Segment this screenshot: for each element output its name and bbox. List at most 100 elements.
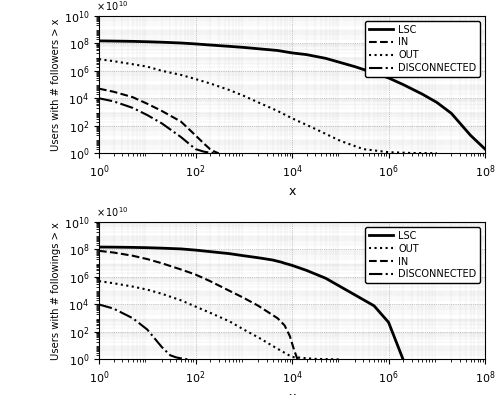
DISCONNECTED — [145, 327, 150, 332]
LSC — [371, 303, 377, 308]
Text: $\times\,10^{10}$: $\times\,10^{10}$ — [96, 205, 129, 219]
DISCONNECTED — [96, 96, 102, 101]
LSC — [338, 284, 344, 289]
OUT — [289, 355, 295, 359]
LSC — [226, 44, 232, 49]
Legend: LSC, IN, OUT, DISCONNECTED: LSC, IN, OUT, DISCONNECTED — [365, 21, 480, 77]
LSC — [207, 43, 213, 47]
OUT — [130, 284, 136, 289]
LSC — [278, 260, 284, 265]
OUT — [386, 150, 392, 154]
LSC — [255, 46, 261, 51]
Legend: LSC, OUT, IN, DISCONNECTED: LSC, OUT, IN, DISCONNECTED — [365, 227, 480, 283]
OUT — [275, 109, 281, 113]
LSC — [275, 48, 281, 53]
IN — [130, 95, 136, 100]
IN — [193, 133, 198, 138]
LSC — [352, 64, 358, 69]
LSC — [159, 40, 165, 45]
LSC — [434, 100, 440, 105]
IN — [212, 149, 218, 154]
DISCONNECTED — [207, 150, 213, 155]
LSC — [303, 268, 309, 273]
IN — [178, 119, 184, 124]
OUT — [178, 73, 184, 77]
LSC — [255, 256, 261, 260]
OUT — [145, 64, 150, 69]
IN — [201, 141, 207, 146]
IN — [216, 151, 222, 156]
IN — [130, 253, 136, 258]
IN — [145, 257, 150, 261]
Y-axis label: Users with # followers > x: Users with # followers > x — [51, 18, 61, 151]
LSC — [323, 276, 329, 281]
LSC — [386, 320, 392, 325]
OUT — [207, 81, 213, 86]
Line: LSC: LSC — [99, 247, 403, 359]
IN — [291, 348, 297, 352]
LSC — [400, 357, 406, 362]
DISCONNECTED — [212, 150, 218, 155]
Line: OUT: OUT — [99, 281, 341, 359]
DISCONNECTED — [96, 302, 102, 307]
IN — [255, 303, 261, 308]
DISCONNECTED — [185, 357, 191, 362]
IN — [295, 357, 300, 362]
OUT — [178, 298, 184, 303]
Line: DISCONNECTED: DISCONNECTED — [99, 305, 188, 359]
OUT — [193, 77, 198, 81]
LSC — [270, 258, 276, 262]
LSC — [130, 245, 136, 250]
DISCONNECTED — [178, 135, 184, 139]
Line: IN: IN — [99, 88, 219, 153]
Line: DISCONNECTED: DISCONNECTED — [99, 98, 219, 153]
LSC — [110, 39, 116, 43]
OUT — [110, 59, 116, 64]
LSC — [178, 246, 184, 251]
OUT — [275, 346, 281, 351]
IN — [207, 147, 213, 152]
IN — [287, 334, 293, 339]
OUT — [312, 126, 318, 131]
OUT — [159, 292, 165, 296]
IN — [282, 323, 288, 328]
OUT — [338, 357, 344, 362]
DISCONNECTED — [182, 357, 188, 361]
OUT — [130, 62, 136, 67]
LSC — [241, 45, 247, 50]
OUT — [434, 151, 440, 156]
Line: IN: IN — [99, 251, 297, 359]
OUT — [241, 94, 247, 98]
OUT — [226, 319, 232, 324]
IN — [226, 288, 232, 293]
LSC — [96, 245, 102, 249]
LSC — [400, 82, 406, 87]
IN — [110, 89, 116, 94]
OUT — [226, 88, 232, 92]
LSC — [207, 249, 213, 254]
OUT — [312, 357, 318, 361]
LSC — [448, 111, 454, 116]
LSC — [264, 257, 270, 261]
IN — [145, 102, 150, 106]
LSC — [275, 259, 281, 263]
LSC — [145, 40, 150, 44]
OUT — [145, 287, 150, 292]
LSC — [338, 60, 344, 65]
DISCONNECTED — [145, 113, 150, 117]
LSC — [226, 251, 232, 256]
LSC — [419, 92, 425, 96]
IN — [110, 250, 116, 255]
OUT — [110, 281, 116, 286]
LSC — [110, 245, 116, 250]
LSC — [282, 261, 288, 265]
OUT — [207, 310, 213, 315]
DISCONNECTED — [193, 147, 198, 152]
LSC — [193, 248, 198, 252]
IN — [193, 272, 198, 277]
LSC — [96, 38, 102, 43]
OUT — [193, 304, 198, 309]
OUT — [360, 147, 366, 152]
X-axis label: x: x — [289, 185, 296, 198]
DISCONNECTED — [173, 355, 179, 360]
